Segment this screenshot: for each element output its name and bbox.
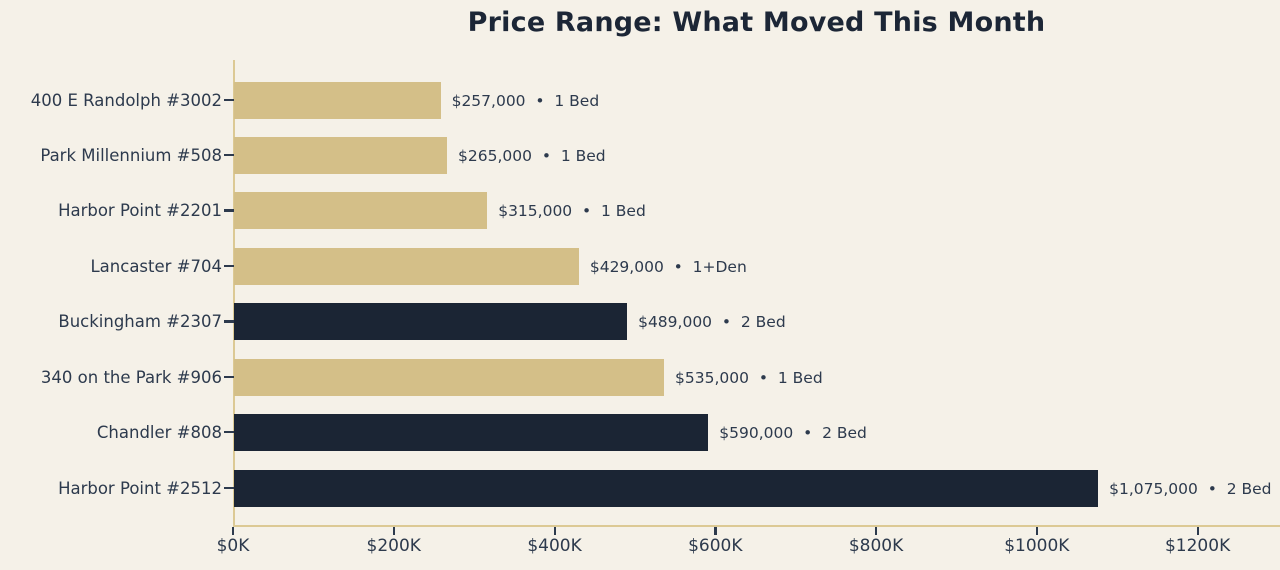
x-tick-mark [714,527,717,535]
category-label: Harbor Point #2512 [58,478,222,498]
category-label: Buckingham #2307 [58,312,222,332]
x-tick-label: $400K [527,536,582,556]
bar [234,192,488,230]
chart-row: Harbor Point #2512 $1,075,000 • 2 Bed [0,469,1280,507]
y-tick-mark [224,153,234,157]
y-tick-mark [224,375,234,379]
bar [234,81,441,119]
category-label: Harbor Point #2201 [58,201,222,221]
y-tick-mark [224,320,234,323]
y-tick-mark [224,486,234,489]
y-tick-mark [224,209,234,212]
value-label: $429,000 • 1+Den [589,257,747,276]
x-tick-label: $0K [216,536,250,556]
category-label: Chandler #808 [96,423,222,443]
x-tick-mark [392,527,396,535]
bar [234,136,448,174]
x-tick-label: $1200K [1164,536,1231,556]
chart-row: 400 E Randolph #3002 $257,000 • 1 Bed [0,81,1280,119]
bar [234,247,579,285]
y-tick-mark [224,431,234,434]
chart-row: 340 on the Park #906 $535,000 • 1 Bed [0,358,1280,396]
value-label: $535,000 • 1 Bed [675,368,823,387]
value-label: $590,000 • 2 Bed [719,424,867,443]
value-label: $1,075,000 • 2 Bed [1109,479,1272,498]
x-tick-mark [232,527,235,535]
x-tick-mark [1196,527,1199,535]
value-label: $315,000 • 1 Bed [498,202,646,221]
category-label: Lancaster #704 [90,256,222,276]
chart-row: Park Millennium #508 $265,000 • 1 Bed [0,136,1280,174]
value-label: $265,000 • 1 Bed [458,146,606,165]
chart-title: Price Range: What Moved This Month [467,7,1046,38]
category-label: 400 E Randolph #3002 [30,90,222,110]
value-label: $489,000 • 2 Bed [638,313,786,332]
x-tick-mark [1035,527,1039,535]
bar [234,358,665,396]
x-tick-label: $800K [848,536,904,556]
y-tick-mark [224,264,234,268]
value-label: $257,000 • 1 Bed [451,91,600,110]
x-tick-label: $600K [688,536,743,556]
bar [234,303,628,341]
x-tick-mark [875,527,878,535]
y-axis-line [233,60,235,527]
category-label: 340 on the Park #906 [40,367,222,387]
x-tick-label: $200K [366,536,421,556]
x-tick-mark [553,527,556,535]
chart-row: Lancaster #704 $429,000 • 1+Den [0,247,1280,285]
chart-row: Chandler #808 $590,000 • 2 Bed [0,414,1280,452]
chart-row: Buckingham #2307 $489,000 • 2 Bed [0,303,1280,341]
x-axis-line [233,525,1280,527]
x-tick-label: $1000K [1004,536,1070,556]
bar [234,469,1099,507]
chart-row: Harbor Point #2201 $315,000 • 1 Bed [0,192,1280,230]
category-label: Park Millennium #508 [40,145,222,165]
y-tick-mark [224,98,234,101]
bar [234,414,709,452]
